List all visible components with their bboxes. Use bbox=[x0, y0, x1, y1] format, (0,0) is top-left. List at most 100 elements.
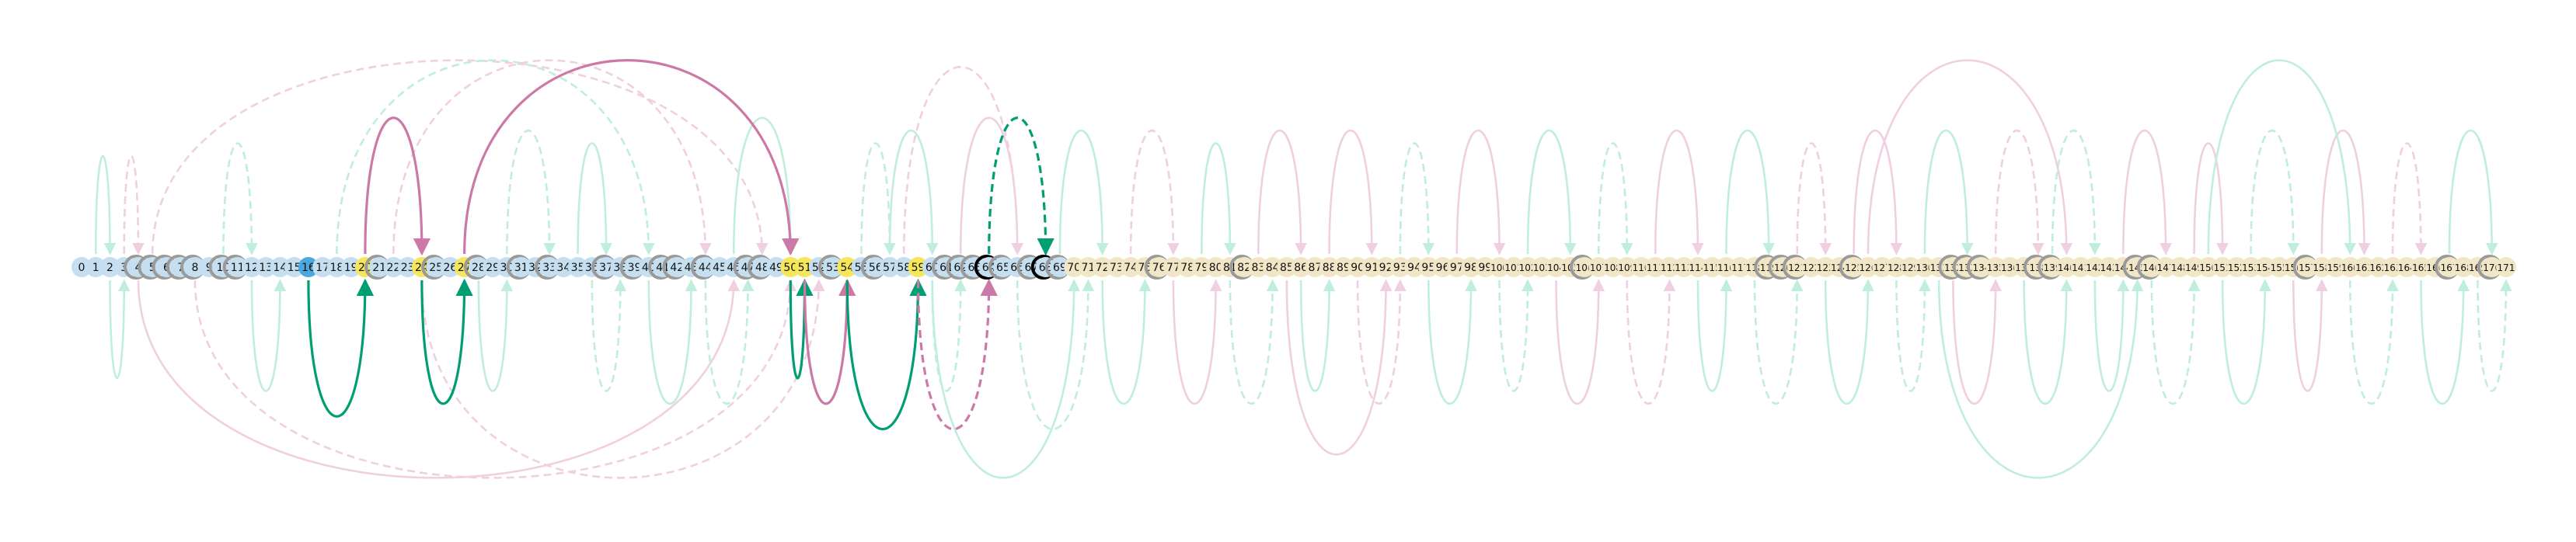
node-label: 80 bbox=[1209, 262, 1223, 274]
node-label: 89 bbox=[1337, 262, 1351, 274]
node-circle bbox=[837, 257, 858, 277]
highlight-edge-layer bbox=[307, 59, 1054, 430]
node-label: 15 bbox=[288, 262, 302, 274]
node: 34 bbox=[553, 257, 574, 277]
node-circle bbox=[1319, 257, 1340, 277]
node-circle bbox=[1375, 257, 1396, 277]
node-circle bbox=[369, 257, 390, 277]
edge bbox=[1853, 129, 1903, 255]
node: 83 bbox=[1248, 257, 1269, 277]
node-label: 73 bbox=[1110, 262, 1124, 274]
edge bbox=[591, 279, 627, 392]
node: 15 bbox=[284, 257, 305, 277]
edge bbox=[1257, 129, 1307, 255]
node-label: 33 bbox=[542, 262, 556, 274]
edge bbox=[1753, 279, 1804, 405]
faint-edge-layer bbox=[94, 59, 2512, 479]
edge bbox=[222, 142, 258, 255]
node-label: 97 bbox=[1450, 262, 1464, 274]
node: 77 bbox=[1163, 257, 1183, 277]
node-circle bbox=[1702, 257, 1723, 277]
edge bbox=[1229, 279, 1279, 405]
node-circle bbox=[553, 257, 574, 277]
edge bbox=[506, 129, 556, 255]
node-label: 53 bbox=[826, 262, 840, 274]
node-circle bbox=[1532, 257, 1553, 277]
node: 45 bbox=[709, 257, 730, 277]
node-circle bbox=[880, 257, 900, 277]
node: 2 bbox=[99, 257, 120, 277]
edge bbox=[1455, 129, 1506, 255]
node-circle bbox=[1914, 257, 1935, 277]
edge bbox=[1285, 279, 1393, 456]
node-label: 1 bbox=[92, 262, 99, 274]
node: 153 bbox=[2240, 257, 2261, 277]
node-label: 171 bbox=[2498, 262, 2515, 273]
edge bbox=[1356, 279, 1407, 405]
edge bbox=[732, 116, 797, 255]
edge bbox=[94, 155, 117, 255]
node: 18 bbox=[326, 257, 347, 277]
node-circle bbox=[1588, 257, 1609, 277]
node-circle bbox=[1276, 257, 1297, 277]
node: 99 bbox=[1475, 257, 1496, 277]
node-label: 65 bbox=[996, 262, 1010, 274]
edge bbox=[860, 142, 896, 255]
node-label: 96 bbox=[1436, 262, 1450, 274]
node-label: 50 bbox=[783, 262, 797, 274]
edge bbox=[336, 59, 655, 255]
node: 150 bbox=[2198, 257, 2219, 277]
node-label: 78 bbox=[1180, 262, 1194, 274]
node-circle bbox=[99, 257, 120, 277]
edge bbox=[1399, 142, 1435, 255]
node-circle bbox=[2212, 257, 2233, 277]
node-circle bbox=[823, 257, 844, 277]
node: 102 bbox=[1518, 257, 1539, 277]
node: 160 bbox=[2340, 257, 2361, 277]
node: 147 bbox=[2156, 257, 2177, 277]
node-circle bbox=[511, 257, 532, 277]
node-circle bbox=[326, 257, 347, 277]
node-label: 11 bbox=[231, 262, 245, 274]
node-label: 12 bbox=[245, 262, 259, 274]
node-circle bbox=[1347, 257, 1368, 277]
node-circle bbox=[865, 257, 886, 277]
node-circle bbox=[2496, 257, 2516, 277]
node-label: 25 bbox=[429, 262, 443, 274]
node-circle bbox=[468, 257, 489, 277]
node-circle bbox=[483, 257, 504, 277]
edge bbox=[1101, 279, 1152, 405]
node: 56 bbox=[860, 255, 886, 280]
node: 12 bbox=[241, 257, 262, 277]
node-circle bbox=[1121, 257, 1142, 277]
highlight-edge bbox=[789, 278, 814, 380]
node: 49 bbox=[766, 257, 787, 277]
node-circle bbox=[1389, 257, 1410, 277]
node-circle bbox=[270, 257, 291, 277]
node-circle bbox=[1305, 257, 1326, 277]
node-label: 45 bbox=[713, 262, 727, 274]
edge bbox=[902, 66, 1024, 255]
node-circle bbox=[2084, 257, 2105, 277]
node-circle bbox=[1461, 257, 1482, 277]
node-label: 69 bbox=[1053, 262, 1067, 274]
node-circle bbox=[766, 257, 787, 277]
edge bbox=[1328, 129, 1379, 255]
node-circle bbox=[2254, 257, 2275, 277]
node-circle bbox=[397, 257, 418, 277]
node-circle bbox=[1659, 257, 1680, 277]
node-circle bbox=[1872, 257, 1893, 277]
node: 92 bbox=[1375, 257, 1396, 277]
node: 80 bbox=[1205, 257, 1226, 277]
node-circle bbox=[2368, 257, 2389, 277]
node: 93 bbox=[1389, 257, 1410, 277]
node-label: 21 bbox=[372, 262, 386, 274]
node-circle bbox=[1262, 257, 1283, 277]
node-label: 94 bbox=[1407, 262, 1421, 274]
node-label: 29 bbox=[486, 262, 500, 274]
node: 74 bbox=[1121, 257, 1142, 277]
node-circle bbox=[1432, 257, 1453, 277]
node-circle bbox=[1815, 257, 1836, 277]
